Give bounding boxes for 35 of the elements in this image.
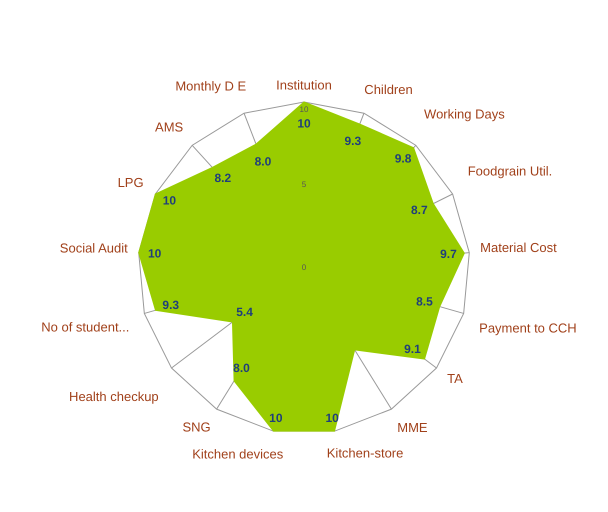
spoke-label: Social Audit (60, 240, 128, 256)
y-tick-label: 10 (300, 105, 309, 114)
data-label: 9.3 (162, 298, 180, 312)
spoke-label: Children (364, 82, 413, 98)
spoke-label: TA (447, 371, 464, 386)
data-label: 8.2 (214, 171, 232, 186)
data-label: 10 (148, 246, 162, 260)
spoke-label: SNG (182, 420, 211, 435)
data-label: 8.7 (410, 202, 428, 217)
spoke-label: Foodgrain Util. (468, 164, 552, 179)
spoke-label: Payment to CCH (479, 320, 577, 336)
spoke-label: Kitchen-store (326, 445, 404, 460)
data-label: 8.5 (416, 294, 434, 309)
data-label: 9.1 (404, 342, 422, 356)
data-label: 10 (269, 410, 283, 425)
data-label: 10 (162, 193, 176, 208)
spoke-label: Kitchen devices (192, 446, 284, 462)
spoke-label: LPG (118, 175, 144, 190)
spoke-label: MME (397, 420, 428, 436)
data-label: 9.7 (440, 246, 458, 261)
spoke-label: No of student... (41, 319, 130, 334)
data-label: 9.3 (344, 134, 362, 148)
spoke-label: Monthly D E (175, 78, 246, 94)
spoke-label: Material Cost (480, 240, 558, 255)
y-tick-label: 0 (302, 263, 307, 272)
spoke-label: Working Days (424, 106, 506, 122)
y-tick-label: 5 (302, 180, 307, 190)
data-label: 5.4 (236, 305, 254, 320)
spoke-label: Health checkup (69, 388, 159, 404)
data-label: 9.8 (394, 152, 412, 166)
data-label: 8.0 (233, 361, 250, 376)
data-label: 8.0 (254, 154, 272, 168)
spoke-label: Institution (276, 78, 332, 93)
spoke-label: AMS (155, 120, 184, 135)
data-label: 10 (325, 410, 340, 425)
